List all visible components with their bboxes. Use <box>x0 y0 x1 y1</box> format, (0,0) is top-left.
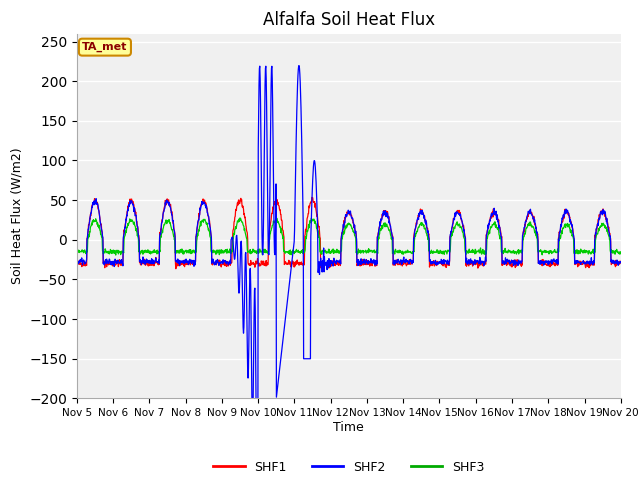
SHF1 <box>617 260 625 265</box>
SHF3 <box>434 248 442 253</box>
SHF2 <box>434 262 442 267</box>
SHF1 <box>195 218 202 224</box>
SHF3 <box>73 248 81 254</box>
Line: SHF1: SHF1 <box>77 197 621 269</box>
SHF1 <box>181 261 189 267</box>
SHF1 <box>73 260 81 265</box>
SHF2 <box>253 477 261 480</box>
X-axis label: Time: Time <box>333 421 364 434</box>
Text: TA_met: TA_met <box>82 42 127 52</box>
Line: SHF2: SHF2 <box>77 66 621 480</box>
SHF2 <box>617 259 625 265</box>
SHF2 <box>505 257 513 263</box>
Title: Alfalfa Soil Heat Flux: Alfalfa Soil Heat Flux <box>263 11 435 29</box>
SHF2 <box>553 261 561 266</box>
SHF1 <box>255 263 263 269</box>
SHF3 <box>181 249 189 254</box>
SHF2 <box>255 82 263 88</box>
SHF3 <box>505 248 513 254</box>
Legend: SHF1, SHF2, SHF3: SHF1, SHF2, SHF3 <box>209 456 489 479</box>
SHF1 <box>308 194 316 200</box>
SHF1 <box>505 261 513 266</box>
SHF1 <box>553 259 561 265</box>
SHF2 <box>295 63 303 69</box>
SHF3 <box>255 247 263 253</box>
SHF2 <box>194 219 202 225</box>
SHF3 <box>617 251 625 256</box>
SHF3 <box>236 215 244 221</box>
Y-axis label: Soil Heat Flux (W/m2): Soil Heat Flux (W/m2) <box>10 148 24 284</box>
SHF2 <box>73 258 81 264</box>
SHF1 <box>172 266 180 272</box>
SHF3 <box>112 252 120 258</box>
Line: SHF3: SHF3 <box>77 218 621 255</box>
SHF3 <box>553 250 561 255</box>
SHF3 <box>195 229 202 235</box>
SHF1 <box>434 259 442 264</box>
SHF2 <box>180 257 188 263</box>
